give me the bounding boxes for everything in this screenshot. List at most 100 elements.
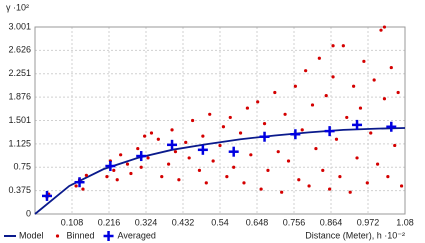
binned-point [307,184,311,188]
plot-frame [34,26,406,215]
y-tick-label: 1.876 [8,91,31,101]
binned-point [317,56,321,60]
averaged-marker [197,144,208,155]
y-tick-label: 1.125 [8,138,31,148]
x-tick-label: 0.972 [357,217,380,227]
binned-point [276,150,280,154]
binned-point [324,94,328,98]
binned-point [358,106,363,110]
binned-point [232,165,236,169]
binned-point [225,175,229,179]
y-tick-label: 1.501 [8,115,31,125]
y-axis-title: γ ·10² [6,2,29,12]
x-tick-label: 0.108 [61,217,84,227]
x-tick-label: 0.216 [98,217,121,227]
binned-point [156,137,160,141]
binned-point [259,187,263,191]
x-axis-title: Distance (Meter), h ·10⁻² [305,230,405,240]
binned-point [300,128,304,132]
binned-point [273,90,277,95]
binned-point [348,190,352,194]
binned-point [146,156,150,160]
y-tick-label: 0 [26,208,31,218]
binned-point [396,90,400,95]
binned-point [379,28,383,32]
binned-point [208,112,212,116]
legend-label: Averaged [118,230,156,240]
binned-point [399,184,404,188]
binned-point [149,131,154,135]
averaged-marker [105,161,116,172]
x-tick-label: 0.756 [283,217,306,227]
binned-point [129,171,133,176]
averaged-marker [136,151,147,162]
averaged-marker [324,126,335,137]
binned-point [167,162,171,166]
binned-point [190,118,195,123]
binned-point [238,131,243,135]
y-tick-label: 0.375 [8,185,31,195]
binned-point [338,175,342,179]
binned-point [369,131,373,135]
legend-label: Binned [67,230,95,240]
binned-point [355,156,359,160]
averaged-marker [167,139,178,150]
model-line [34,127,406,215]
x-tick-label: 1.08 [396,217,414,227]
binned-point [331,75,335,79]
binned-point [249,153,253,157]
binned-point [160,175,164,179]
binned-point [81,187,85,191]
x-tick-label: 0.54 [211,217,229,227]
binned-point [328,187,332,191]
binned-point [293,84,297,88]
y-tick-label: 0.75 [13,162,31,172]
x-tick-label: 0.648 [246,217,269,227]
binned-point [242,181,246,185]
binned-point [173,150,178,154]
legend-plus [103,231,114,241]
binned-point [105,175,109,179]
binned-point [341,44,345,48]
binned-point [262,122,267,126]
binned-point [314,146,318,151]
averaged-marker [386,121,397,132]
binned-point [365,181,369,185]
binned-point [170,128,174,132]
binned-point [204,181,208,185]
binned-point [139,165,143,169]
legend-label: Model [19,230,44,240]
averaged-marker [228,146,239,157]
binned-point [280,190,284,194]
binned-point [297,178,301,182]
binned-point [382,97,387,101]
binned-point [334,137,339,141]
binned-point [221,125,226,129]
binned-point [372,78,376,82]
binned-point [283,112,287,116]
binned-point [228,115,232,120]
binned-point [375,162,380,166]
binned-point [125,162,130,166]
legend-dot [55,234,60,238]
binned-point [136,146,140,151]
binned-point [362,59,366,63]
binned-point [211,159,215,163]
binned-point [266,168,270,172]
binned-point [84,173,88,177]
binned-point [115,178,119,182]
y-tick-label: 2.251 [8,68,31,78]
binned-point [393,143,397,148]
binned-point [245,106,250,110]
averaged-marker [290,129,301,140]
binned-point [389,65,393,70]
y-tick-label: 2.626 [8,45,31,55]
binned-point [352,84,356,88]
binned-point [177,178,181,182]
binned-point [286,159,291,163]
binned-point [304,69,308,73]
averaged-marker [352,119,363,130]
binned-point [386,175,390,179]
binned-point [201,134,205,138]
